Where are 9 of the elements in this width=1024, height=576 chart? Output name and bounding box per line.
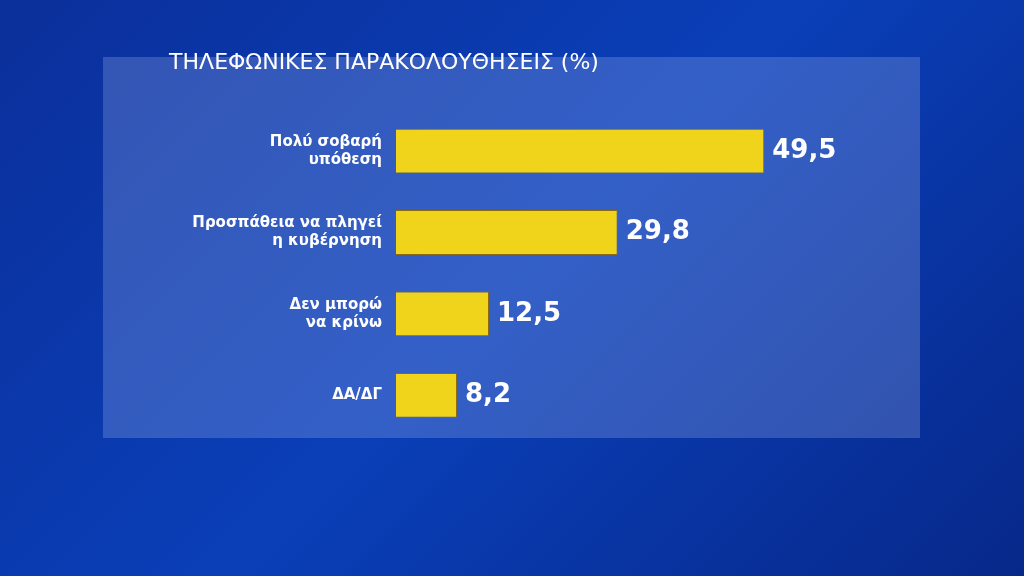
data-label: 8,2 [465, 378, 512, 409]
y-tick-label: Προσπάθεια να πληγεί η κυβέρνηση [192, 213, 383, 250]
data-label: 49,5 [772, 133, 837, 164]
y-tick-label: Δεν μπορώ να κρίνω [289, 294, 382, 331]
data-label: 29,8 [625, 215, 690, 246]
y-tick-label: ΔΑ/ΔΓ [332, 385, 383, 404]
data-label: 12,5 [497, 296, 562, 327]
y-tick-label: Πολύ σοβαρή υπόθεση [269, 131, 382, 168]
chart-title: ΤΗΛΕΦΩΝΙΚΕΣ ΠΑΡΑΚΟΛΟΥΘΗΣΕΙΣ (%) [168, 48, 599, 74]
